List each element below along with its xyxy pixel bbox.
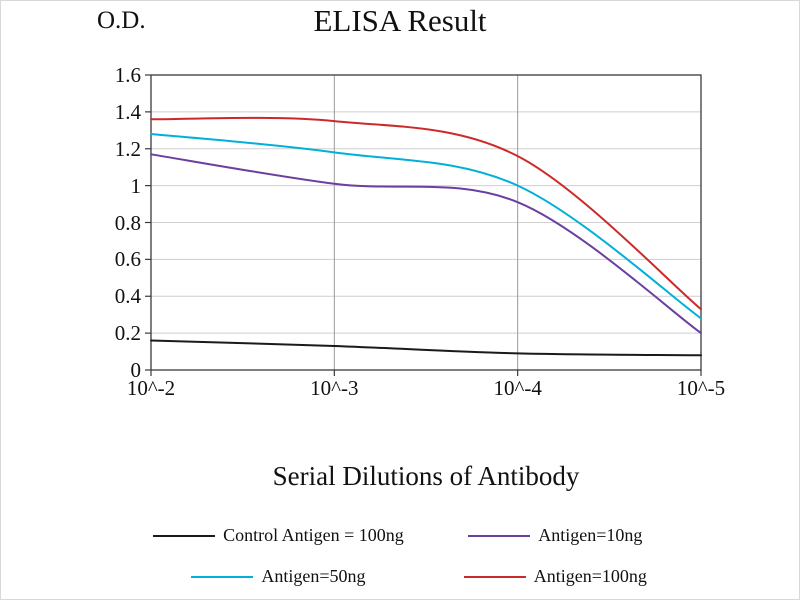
y-tick-label: 1 <box>130 173 142 198</box>
legend-line-swatch <box>468 534 531 537</box>
legend-item: Antigen=50ng <box>191 566 366 587</box>
plot-area <box>145 74 702 376</box>
series-line-3 <box>150 116 702 311</box>
y-tick-label: 0.4 <box>114 284 141 309</box>
legend-line-swatch <box>191 575 254 578</box>
y-tick-label: 1.2 <box>114 136 141 161</box>
legend-label: Antigen=10ng <box>538 525 643 545</box>
series-line-2 <box>150 133 702 320</box>
legend-item: Antigen=100ng <box>463 566 647 587</box>
legend-line-swatch <box>463 575 526 578</box>
series-line-1 <box>150 153 702 335</box>
y-tick-label: 0.8 <box>114 210 141 235</box>
y-tick-label: 1.6 <box>114 63 141 87</box>
y-tick-label: 0.6 <box>114 247 141 272</box>
legend-label: Antigen=100ng <box>533 566 647 586</box>
x-axis-tick-labels: 10^-2 10^-3 10^-4 10^-5 <box>1 376 799 406</box>
series-line-0 <box>150 339 702 357</box>
y-tick-label: 0.2 <box>114 321 141 346</box>
legend-item: Antigen=10ng <box>468 525 642 546</box>
y-axis-title: O.D. <box>97 7 146 34</box>
x-tick-label: 10^-5 <box>676 376 726 400</box>
x-axis-title: Serial Dilutions of Antibody <box>272 461 580 491</box>
x-tick-label: 10^-2 <box>126 376 176 400</box>
y-axis-tick-labels: 0 0.2 0.4 0.6 0.8 1 1.2 1.4 1.6 <box>59 1 142 599</box>
legend-item: Control Antigen = 100ng <box>153 525 404 546</box>
y-tick-label: 0 <box>130 358 142 382</box>
x-tick-label: 10^-4 <box>493 376 542 400</box>
chart-legend: Control Antigen = 100ng Antigen=10ng Antig… <box>1 525 799 587</box>
legend-label: Control Antigen = 100ng <box>223 525 404 545</box>
x-tick-label: 10^-3 <box>310 376 359 400</box>
legend-label: Antigen=50ng <box>261 566 366 586</box>
y-tick-label: 1.4 <box>114 99 141 124</box>
plot-border <box>150 74 702 371</box>
legend-line-swatch <box>153 534 216 537</box>
chart-title: ELISA Result <box>313 3 487 38</box>
